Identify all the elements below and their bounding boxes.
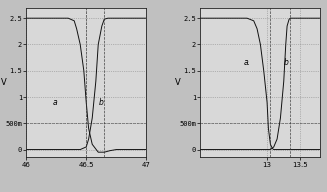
Text: a.: a.: [244, 59, 251, 67]
Text: b: b: [284, 59, 289, 67]
Text: a: a: [53, 98, 57, 107]
Y-axis label: V: V: [1, 78, 7, 87]
Y-axis label: V: V: [175, 78, 181, 87]
Text: b: b: [98, 98, 103, 107]
